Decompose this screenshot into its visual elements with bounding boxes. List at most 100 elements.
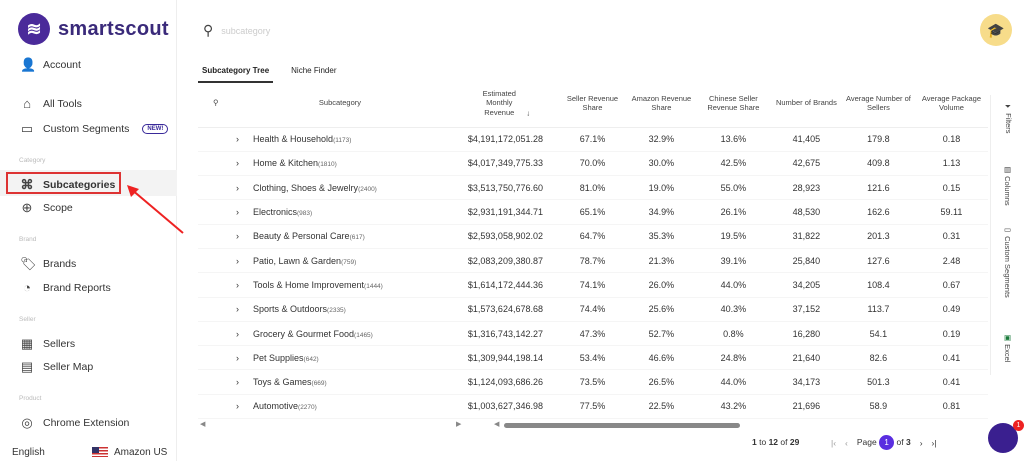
subcategory-cell[interactable]: › Grocery & Gourmet Food(1465): [198, 321, 447, 347]
scroll-left-icon[interactable]: ◀: [200, 421, 206, 428]
chinese-share-cell: 42.5%: [695, 151, 771, 177]
nav-label: Brands: [43, 258, 77, 270]
columns-tool[interactable]: ▥ Columns: [1003, 165, 1012, 206]
table-row[interactable]: › Pet Supplies(642) $1,309,944,198.14 53.…: [198, 345, 988, 371]
table-row[interactable]: › Sports & Outdoors(2335) $1,573,624,678.…: [198, 297, 988, 322]
expand-chevron-icon[interactable]: ›: [236, 279, 239, 290]
header-label: Estimated Monthly Revenue: [482, 88, 516, 118]
subcategory-cell[interactable]: › Electronics(983): [198, 199, 447, 225]
avg-sellers-cell: 409.8: [841, 151, 915, 177]
subcategory-count: (642): [303, 355, 319, 363]
chinese-share-cell: 44.0%: [695, 369, 771, 395]
subcategory-name: Patio, Lawn & Garden: [253, 255, 342, 266]
nav-label: Account: [43, 59, 81, 71]
expand-chevron-icon[interactable]: ›: [236, 328, 239, 339]
scroll-left-icon[interactable]: ◀: [494, 421, 500, 428]
revenue-cell: $1,124,093,686.26: [446, 369, 558, 395]
subcategory-cell[interactable]: › Patio, Lawn & Garden(759): [198, 248, 447, 274]
avg-sellers-cell: 201.3: [841, 224, 915, 249]
table-row[interactable]: › Toys & Games(669) $1,124,093,686.26 73.…: [198, 369, 988, 395]
expand-chevron-icon[interactable]: ›: [236, 377, 239, 388]
table-row[interactable]: › Health & Household(1173) $4,191,172,051…: [198, 127, 988, 152]
brands-cell: 21,696: [770, 394, 842, 420]
subcategory-count: (617): [349, 234, 365, 242]
nav-seller-map[interactable]: ▤ Seller Map: [20, 359, 93, 375]
expand-chevron-icon[interactable]: ›: [236, 231, 239, 242]
table-row[interactable]: › Beauty & Personal Care(617) $2,593,058,…: [198, 224, 988, 249]
current-page[interactable]: 1: [879, 435, 895, 450]
header-amazon-share[interactable]: Amazon Revenue Share: [626, 80, 696, 128]
header-brands[interactable]: Number of Brands: [770, 80, 842, 128]
expand-chevron-icon[interactable]: ›: [236, 352, 239, 363]
subcategory-cell[interactable]: › Clothing, Shoes & Jewelry(2400): [198, 175, 447, 201]
us-flag-icon: [92, 447, 108, 457]
prev-page-icon[interactable]: ‹: [845, 437, 848, 448]
subcategory-cell[interactable]: › Sports & Outdoors(2335): [198, 297, 447, 322]
subcategory-cell[interactable]: › Beauty & Personal Care(617): [198, 224, 447, 249]
nav-all-tools[interactable]: ⌂ All Tools: [20, 96, 82, 111]
nav-brand-reports[interactable]: ◔ Brand Reports: [20, 280, 111, 295]
first-page-icon[interactable]: |‹: [831, 437, 837, 448]
header-seller-share[interactable]: Seller Revenue Share: [557, 80, 627, 128]
table-row[interactable]: › Clothing, Shoes & Jewelry(2400) $3,513,…: [198, 175, 988, 201]
table-row[interactable]: › Tools & Home Improvement(1444) $1,614,1…: [198, 272, 988, 298]
nav-scope[interactable]: ⊕ Scope: [20, 200, 73, 216]
seller-share-cell: 53.4%: [557, 345, 627, 371]
header-chinese-share[interactable]: Chinese Seller Revenue Share: [695, 80, 771, 128]
scroll-right-icon[interactable]: ▶: [456, 421, 462, 428]
nav-brands[interactable]: 🏷 Brands: [20, 256, 76, 272]
expand-chevron-icon[interactable]: ›: [236, 401, 239, 412]
subcategory-cell[interactable]: › Home & Kitchen(1810): [198, 151, 447, 177]
subcategory-cell[interactable]: › Tools & Home Improvement(1444): [198, 272, 447, 298]
excel-tool[interactable]: ▣ Excel: [1003, 333, 1012, 362]
header-subcategory[interactable]: Subcategory: [233, 80, 447, 128]
expand-chevron-icon[interactable]: ›: [236, 207, 239, 218]
header-revenue[interactable]: Estimated Monthly Revenue ↓: [446, 80, 558, 128]
next-page-icon[interactable]: ›: [919, 437, 923, 448]
avg-sellers-cell: 82.6: [841, 345, 915, 371]
academy-button[interactable]: 🎓: [980, 14, 1012, 46]
expand-chevron-icon[interactable]: ›: [236, 134, 239, 145]
tab-niche-finder[interactable]: Niche Finder: [291, 66, 337, 75]
package-volume-cell: 0.41: [914, 369, 988, 395]
nav-custom-segments[interactable]: ▭ Custom Segments NEW!: [20, 121, 169, 137]
subcategory-name: Sports & Outdoors: [253, 304, 328, 315]
subcategory-cell[interactable]: › Automotive(2270): [198, 394, 447, 420]
logo[interactable]: ≋ smartscout: [18, 13, 169, 45]
nav-account[interactable]: 👤 Account: [20, 57, 81, 73]
total-pages: 3: [905, 437, 911, 447]
table-row[interactable]: › Home & Kitchen(1810) $4,017,349,775.33 …: [198, 151, 988, 177]
tool-label: Columns: [1003, 176, 1012, 206]
search-input[interactable]: subcategory: [221, 25, 271, 36]
subcategory-cell[interactable]: › Pet Supplies(642): [198, 345, 447, 371]
language-select[interactable]: English: [12, 447, 45, 458]
table-search-icon[interactable]: ⚲: [198, 80, 234, 128]
header-avg-sellers[interactable]: Average Number of Sellers: [841, 80, 915, 128]
header-package-volume[interactable]: Average Package Volume: [914, 80, 988, 128]
subcategory-cell[interactable]: › Toys & Games(669): [198, 369, 447, 395]
subcategory-cell[interactable]: › Health & Household(1173): [198, 127, 447, 152]
expand-chevron-icon[interactable]: ›: [236, 158, 239, 169]
nav-sellers[interactable]: ▦ Sellers: [20, 336, 75, 352]
expand-chevron-icon[interactable]: ›: [236, 304, 239, 315]
seller-share-cell: 81.0%: [557, 175, 627, 201]
seller-share-cell: 65.1%: [557, 199, 627, 225]
nav-chrome-extension[interactable]: ◎ Chrome Extension: [20, 415, 129, 431]
nav-subcategories[interactable]: ⌘ Subcategories: [20, 177, 116, 193]
store-icon: ▦: [20, 336, 34, 351]
search-bar[interactable]: ⚲ subcategory: [203, 22, 270, 39]
revenue-cell: $2,931,191,344.71: [446, 199, 558, 225]
marketplace-select[interactable]: Amazon US: [92, 447, 167, 458]
expand-chevron-icon[interactable]: ›: [236, 182, 239, 193]
horizontal-scrollbar[interactable]: ◀ ▶ ◀: [198, 420, 988, 430]
last-page-icon[interactable]: ›|: [931, 437, 937, 448]
brands-cell: 25,840: [770, 248, 842, 274]
table-row[interactable]: › Patio, Lawn & Garden(759) $2,083,209,38…: [198, 248, 988, 274]
scroll-thumb[interactable]: [504, 423, 740, 428]
custom-segments-tool[interactable]: ▭ Custom Segments: [1003, 225, 1012, 298]
table-row[interactable]: › Automotive(2270) $1,003,627,346.98 77.5…: [198, 394, 988, 420]
expand-chevron-icon[interactable]: ›: [236, 255, 239, 266]
filters-tool[interactable]: ⏷ Filters: [1004, 103, 1013, 134]
table-row[interactable]: › Electronics(983) $2,931,191,344.71 65.1…: [198, 199, 988, 225]
table-row[interactable]: › Grocery & Gourmet Food(1465) $1,316,743…: [198, 321, 988, 347]
